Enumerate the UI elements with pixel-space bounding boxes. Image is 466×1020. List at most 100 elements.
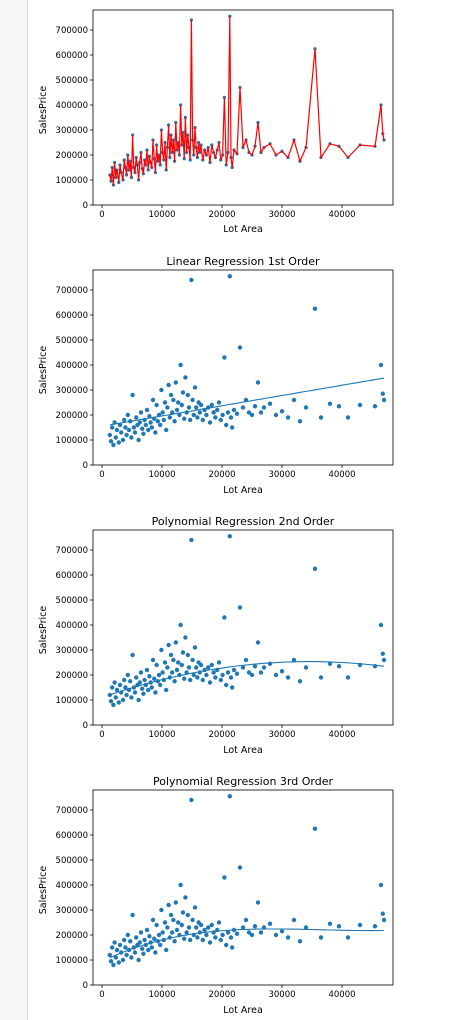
data-point [237,345,243,350]
x-tick-label: 20000 [208,470,235,480]
x-tick-label: 0 [99,990,104,1000]
data-point [142,677,147,683]
data-point [123,685,128,690]
y-tick-label: 500000 [56,336,88,346]
data-point [258,410,264,415]
data-point [372,924,378,929]
y-tick-label: 500000 [56,856,88,866]
data-point [313,47,317,51]
data-point [378,622,384,628]
data-point [150,917,156,923]
data-point [111,442,116,448]
data-point [224,682,229,688]
data-point [183,375,188,380]
y-tick-label: 100000 [56,956,88,966]
data-point [327,661,333,666]
data-point [318,675,324,680]
data-point [243,917,249,923]
data-point [165,665,170,670]
data-point [182,676,187,681]
data-point [159,387,164,393]
data-point [206,665,211,670]
data-point [138,670,144,675]
data-point [345,935,351,940]
data-point [170,670,175,675]
data-point [152,676,157,681]
y-axis-label: SalesPrice [38,86,49,135]
y-tick-label: 600000 [56,571,88,581]
data-point [182,936,187,941]
data-point [138,410,144,415]
data-point [195,935,200,940]
data-points [107,274,387,448]
y-axis-label: SalesPrice [38,866,49,915]
x-tick-label: 0 [99,470,104,480]
data-point [150,397,156,403]
data-point [225,670,231,675]
data-point [179,402,184,408]
data-point [108,959,114,964]
data-point [336,924,342,929]
data-point [129,695,134,700]
data-point [216,920,222,925]
data-point [209,402,214,408]
data-point [213,675,218,680]
series-line [109,16,385,186]
data-point [170,930,175,935]
data-point [117,942,123,948]
y-tick-label: 0 [83,461,88,471]
data-point [153,690,158,695]
data-point [146,687,151,693]
data-point [285,935,291,940]
data-point [381,917,387,923]
data-point [122,417,127,423]
data-point [137,940,142,945]
data-point [186,665,192,670]
linear-regression-chart: Linear Regression 1st Order Lot Area Sal… [38,255,394,496]
data-point [125,672,130,678]
data-point [249,672,255,678]
data-point [174,407,180,413]
y-tick-label: 100000 [56,176,88,186]
y-tick-label: 200000 [56,151,88,161]
x-tick-label: 40000 [328,730,355,740]
data-point [120,437,126,443]
data-point [261,665,267,670]
data-point [230,945,235,950]
x-tick-label: 30000 [268,210,295,220]
data-point [216,660,222,665]
data-point [204,672,209,678]
data-point [240,925,246,930]
data-point [174,667,180,673]
data-point [180,650,186,655]
data-point [222,615,227,620]
data-point [291,917,297,923]
data-point [159,647,164,653]
data-point [128,679,133,684]
x-tick-label: 20000 [208,730,235,740]
data-point [110,945,115,950]
data-point [336,404,342,409]
x-tick-label: 30000 [268,470,295,480]
y-tick-label: 200000 [56,411,88,421]
data-point [273,672,279,678]
data-point [258,670,264,675]
data-point [204,412,209,418]
y-tick-label: 600000 [56,311,88,321]
data-point [141,431,146,436]
data-point [113,435,119,440]
data-point [195,675,200,680]
data-point [140,946,145,951]
data-point [152,936,157,941]
data-point [255,640,261,645]
data-point [166,902,171,908]
data-point [116,700,122,705]
data-point [312,306,318,311]
data-point [297,679,303,684]
data-point [110,425,115,430]
y-axis-label: SalesPrice [38,346,49,395]
y-tick-label: 700000 [56,26,88,36]
data-point [142,937,147,943]
data-point [218,677,223,683]
data-point [172,939,177,944]
